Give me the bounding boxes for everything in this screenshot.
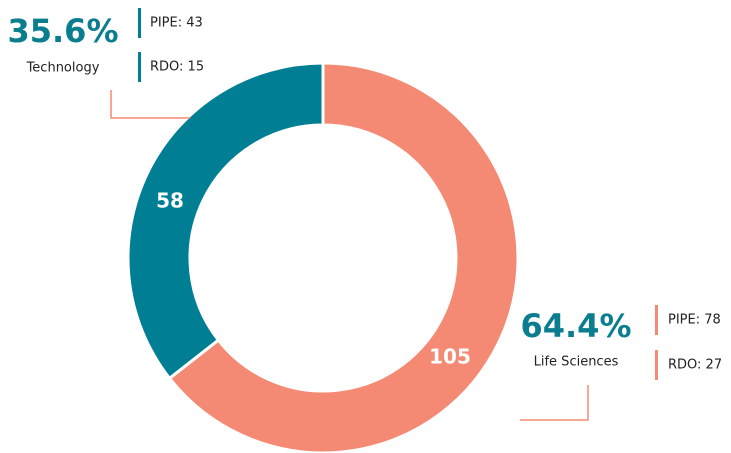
- slice-label: 58: [156, 189, 184, 213]
- donut-slice: [126, 61, 325, 381]
- breakdown-bar: [138, 8, 141, 38]
- slice-label: 105: [429, 345, 471, 369]
- leader-line: [110, 90, 190, 119]
- breakdown-bar: [655, 305, 658, 335]
- breakdown-label: PIPE: 78: [668, 313, 721, 328]
- breakdown-bar: [138, 52, 141, 82]
- category-label: Life Sciences: [534, 355, 619, 370]
- breakdown-label: RDO: 27: [668, 358, 722, 373]
- donut-slice: [167, 61, 520, 453]
- share-label: 64.4%: [520, 307, 631, 345]
- breakdown-label: PIPE: 43: [150, 16, 203, 31]
- breakdown-bar: [655, 350, 658, 380]
- share-label: 35.6%: [7, 12, 118, 50]
- leader-line: [520, 385, 589, 421]
- category-label: Technology: [26, 61, 100, 76]
- breakdown-label: RDO: 15: [150, 60, 204, 75]
